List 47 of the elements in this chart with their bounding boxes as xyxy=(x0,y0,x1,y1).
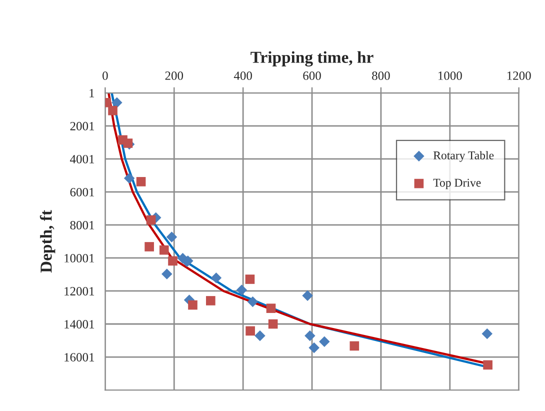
y-tick-label: 12001 xyxy=(64,287,94,296)
point xyxy=(319,336,330,348)
point xyxy=(483,360,492,370)
point xyxy=(247,296,258,308)
point xyxy=(159,245,169,255)
point xyxy=(144,242,154,252)
y-tick-label: 6001 xyxy=(70,188,94,196)
point xyxy=(136,177,146,186)
x-tick-label: 600 xyxy=(303,71,321,80)
point xyxy=(245,274,255,284)
point xyxy=(268,319,278,329)
point xyxy=(482,328,493,340)
point xyxy=(308,342,320,354)
x-tick-label: 1000 xyxy=(438,71,462,80)
y-axis-title: Depth, ft xyxy=(40,210,56,273)
point xyxy=(108,106,118,116)
y-tick-label: 10001 xyxy=(64,254,94,262)
point xyxy=(162,268,172,280)
point xyxy=(266,304,276,313)
x-tick-label: 1200 xyxy=(507,71,531,80)
point xyxy=(304,330,316,342)
legend-label: Top Drive xyxy=(433,178,481,190)
x-tick-label: 0 xyxy=(102,71,108,80)
point xyxy=(188,300,198,310)
point xyxy=(236,284,248,296)
point xyxy=(210,272,222,284)
point xyxy=(146,215,156,225)
x-tick-label: 200 xyxy=(165,71,184,80)
x-axis-title: Tripping time, hr xyxy=(250,51,374,66)
point xyxy=(168,256,178,266)
y-tick-label: 2001 xyxy=(70,122,94,130)
point xyxy=(112,97,122,108)
point xyxy=(350,341,360,351)
point xyxy=(124,172,135,184)
point xyxy=(302,290,313,301)
y-tick-label: 4001 xyxy=(70,154,94,164)
y-tick-label: 16001 xyxy=(64,353,94,362)
x-tick-label: 400 xyxy=(234,71,252,80)
point xyxy=(246,326,255,336)
point xyxy=(166,232,178,242)
legend-label: Rotary Table xyxy=(433,151,494,162)
y-tick-label: 14001 xyxy=(64,320,94,328)
x-tick-label: 800 xyxy=(372,71,390,80)
y-tick-label: 1 xyxy=(90,88,94,98)
point xyxy=(254,330,266,342)
y-tick-label: 8001 xyxy=(70,220,94,230)
point xyxy=(206,296,216,306)
